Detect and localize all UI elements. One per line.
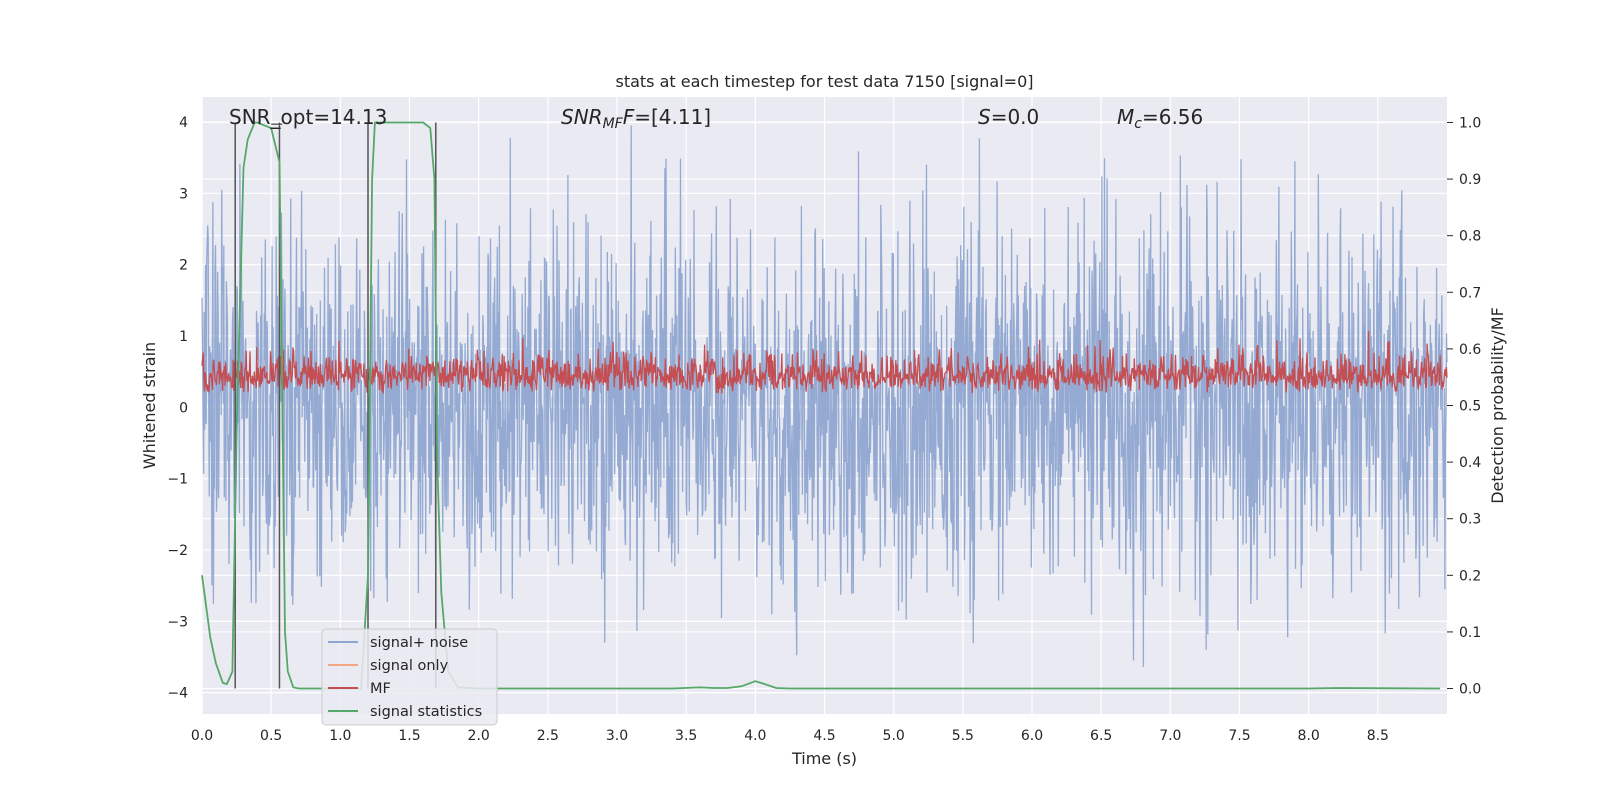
- x-tick-label: 2.0: [468, 728, 490, 744]
- annotation-snr-mf-base: SNR: [561, 105, 603, 129]
- x-tick-label: 3.5: [675, 728, 697, 744]
- annotation-snr-opt: SNR_opt=14.13: [229, 105, 387, 129]
- y-axis-label-left: Whitened strain: [140, 342, 159, 469]
- annotation-snr-mf-rest: =[4.11]: [634, 105, 711, 129]
- legend-entry: signal only: [370, 658, 449, 674]
- y-right-tick-label: 0.5: [1459, 399, 1481, 415]
- y-right-tick-label: 0.9: [1459, 172, 1481, 188]
- x-tick-label: 5.0: [883, 728, 905, 744]
- chart-title: stats at each timestep for test data 715…: [615, 72, 1033, 91]
- annotation-snr-mf: SNRMFF=[4.11]: [561, 105, 711, 132]
- ticks: 0.0 0.5 1.0 1.5 2.0 2.5 3.0 3.5 4.0 4.5 5.0 5.5 6.0 6…: [167, 115, 1481, 744]
- x-tick-label: 7.5: [1228, 728, 1250, 744]
- x-tick-label: 0.0: [191, 728, 213, 744]
- y-right-tick-label: 0.8: [1459, 229, 1481, 245]
- y-right-tick-label: 1.0: [1459, 115, 1481, 131]
- legend-box: [321, 628, 498, 726]
- y-left-tick-label: −2: [167, 543, 188, 559]
- y-axis-label-right: Detection probability/MF: [1488, 307, 1507, 504]
- x-tick-label: 0.5: [260, 728, 282, 744]
- x-tick-label: 4.0: [744, 728, 766, 744]
- y-right-tick-label: 0.4: [1459, 455, 1481, 471]
- x-tick-label: 5.5: [952, 728, 974, 744]
- legend: signal+ noise signal only MF signal statist…: [321, 628, 498, 726]
- legend-entry: signal+ noise: [370, 635, 468, 651]
- annotation-mc: Mc=6.56: [1117, 105, 1203, 132]
- x-tick-label: 8.5: [1367, 728, 1389, 744]
- annotation-mc-sub: c: [1134, 116, 1142, 132]
- annotation-snr-mf-f: F: [623, 105, 635, 129]
- x-tick-label: 1.5: [398, 728, 420, 744]
- y-right-tick-label: 0.2: [1459, 568, 1481, 584]
- x-tick-label: 3.0: [606, 728, 628, 744]
- signal-statistics-series: [201, 121, 1441, 690]
- y-right-tick-label: 0.1: [1459, 625, 1481, 641]
- x-tick-label: 7.0: [1159, 728, 1181, 744]
- mf-line: [201, 330, 1448, 394]
- y-right-tick-label: 0.0: [1459, 682, 1481, 698]
- y-left-tick-label: 1: [179, 329, 188, 345]
- y-left-tick-label: 3: [179, 186, 188, 202]
- y-right-tick-label: 0.3: [1459, 512, 1481, 528]
- x-tick-label: 8.0: [1298, 728, 1320, 744]
- annotation-s-base: S: [978, 105, 991, 129]
- x-tick-label: 6.5: [1090, 728, 1112, 744]
- annotation-snr-mf-sub: MF: [603, 116, 624, 132]
- x-tick-label: 2.5: [537, 728, 559, 744]
- y-left-tick-label: 0: [179, 400, 188, 416]
- x-tick-label: 4.5: [813, 728, 835, 744]
- legend-entry: signal statistics: [370, 704, 482, 720]
- y-left-tick-label: −4: [167, 686, 188, 702]
- mf-series: [201, 330, 1448, 394]
- x-axis-label: Time (s): [791, 749, 857, 768]
- y-left-tick-label: −3: [167, 614, 188, 630]
- annotation-mc-base: M: [1117, 105, 1134, 129]
- y-right-tick-label: 0.7: [1459, 285, 1481, 301]
- x-tick-label: 6.0: [1021, 728, 1043, 744]
- annotation-s: S=0.0: [978, 105, 1039, 129]
- y-left-tick-label: 4: [179, 115, 188, 131]
- x-tick-label: 1.0: [329, 728, 351, 744]
- y-left-tick-label: 2: [179, 258, 188, 274]
- legend-entry: MF: [370, 681, 391, 697]
- y-right-tick-label: 0.6: [1459, 342, 1481, 358]
- y-left-tick-label: −1: [167, 472, 188, 488]
- annotation-mc-rest: =6.56: [1142, 105, 1203, 129]
- annotation-s-rest: =0.0: [991, 105, 1040, 129]
